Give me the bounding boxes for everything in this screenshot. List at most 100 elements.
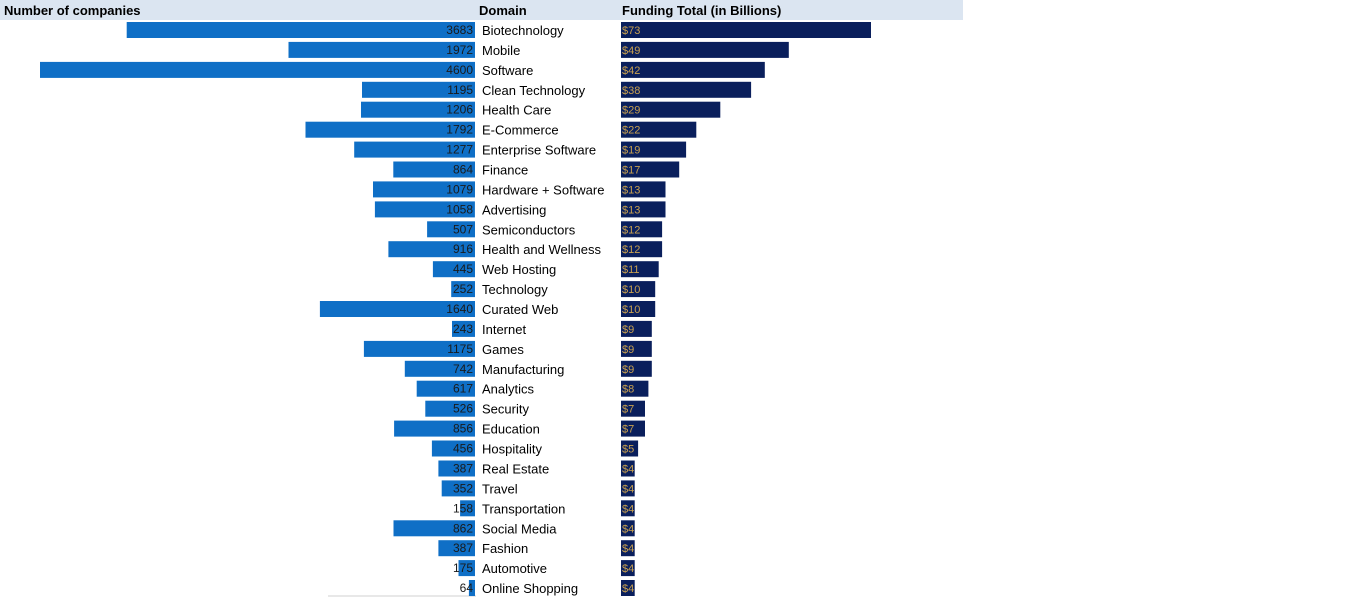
funding-bar <box>621 101 721 118</box>
count-label: 252 <box>453 282 473 296</box>
funding-label: $9 <box>622 324 634 336</box>
funding-label: $73 <box>622 25 640 37</box>
count-bar <box>432 261 475 278</box>
count-label: 1079 <box>446 182 473 196</box>
funding-label: $4 <box>622 543 634 555</box>
count-bar <box>126 22 475 38</box>
funding-bar <box>621 61 765 78</box>
funding-bar <box>621 320 652 337</box>
funding-label: $38 <box>622 85 640 97</box>
funding-bar <box>621 141 687 158</box>
count-axis-title: Number of companies <box>4 3 141 18</box>
domain-label: Hospitality <box>482 442 542 457</box>
chart-row: 252 Technology $10 <box>451 281 656 298</box>
chart-row: 456 Hospitality $5 <box>431 440 639 457</box>
count-bar <box>305 121 475 138</box>
chart-row: 387 Fashion $4 <box>438 540 635 557</box>
funding-label: $8 <box>622 384 634 396</box>
funding-axis-title: Funding Total (in Billions) <box>622 3 781 18</box>
count-label: 507 <box>453 222 473 236</box>
funding-label: $4 <box>622 464 634 476</box>
count-label: 916 <box>453 242 473 256</box>
domain-label: Real Estate <box>482 462 549 477</box>
count-bar <box>431 440 475 457</box>
funding-bar <box>621 22 871 38</box>
chart-row: 507 Semiconductors $12 <box>427 221 663 238</box>
funding-bar <box>621 560 635 577</box>
count-label: 1058 <box>446 202 473 216</box>
domain-label: Biotechnology <box>482 23 564 38</box>
domain-label: Technology <box>482 282 548 297</box>
count-label: 617 <box>453 382 473 396</box>
funding-bar <box>621 261 659 278</box>
count-label: 4600 <box>446 63 473 77</box>
funding-bar <box>621 281 656 298</box>
count-bar <box>451 281 475 298</box>
domain-label: Education <box>482 422 540 437</box>
count-bar <box>373 181 475 198</box>
funding-bar <box>621 161 680 178</box>
chart-row: 1079 Hardware + Software $13 <box>373 181 666 198</box>
funding-label: $22 <box>622 125 640 137</box>
domain-label: Semiconductors <box>482 222 576 237</box>
chart-row: 243 Internet $9 <box>452 320 652 337</box>
funding-bar <box>621 221 663 238</box>
funding-bar <box>621 181 666 198</box>
domain-label: Manufacturing <box>482 362 564 377</box>
funding-bar <box>621 201 666 218</box>
domain-label: Software <box>482 63 533 78</box>
count-label: 856 <box>453 422 473 436</box>
domain-label: Automotive <box>482 561 547 576</box>
count-bar <box>363 340 475 357</box>
chart-row: 617 Analytics $8 <box>416 380 649 397</box>
count-label: 456 <box>453 442 473 456</box>
count-bar <box>288 41 475 58</box>
funding-bar <box>621 340 652 357</box>
header-band <box>0 0 963 20</box>
chart-row: 916 Health and Wellness $12 <box>388 241 663 258</box>
funding-label: $5 <box>622 444 634 456</box>
count-label: 1206 <box>446 103 473 117</box>
funding-label: $10 <box>622 304 640 316</box>
count-bar <box>438 540 475 557</box>
count-bar <box>362 81 475 98</box>
funding-bar <box>621 520 635 537</box>
count-label: 864 <box>453 163 473 177</box>
count-label: 1175 <box>447 342 473 356</box>
count-bar <box>393 161 475 178</box>
funding-bar <box>621 400 645 417</box>
domain-label: Clean Technology <box>482 83 586 98</box>
funding-label: $19 <box>622 145 640 157</box>
count-bar <box>458 560 475 577</box>
count-bar <box>438 460 475 477</box>
domain-label: Web Hosting <box>482 262 556 277</box>
domain-label: Analytics <box>482 382 535 397</box>
count-bar <box>441 480 475 497</box>
chart-row: 526 Security $7 <box>425 400 645 417</box>
count-bar <box>404 360 475 377</box>
count-label: 158 <box>453 501 473 515</box>
funding-bar <box>621 440 639 457</box>
domain-label: Travel <box>482 481 518 496</box>
count-label: 387 <box>453 462 473 476</box>
funding-bar <box>621 460 635 477</box>
count-label: 243 <box>453 322 473 336</box>
count-label: 526 <box>453 402 473 416</box>
domain-label: Games <box>482 342 524 357</box>
count-label: 352 <box>453 481 473 495</box>
chart-row: 1195 Clean Technology $38 <box>362 81 752 98</box>
count-bar <box>40 61 475 78</box>
chart-rows: 3683 Biotechnology $73 1972 Mobile $49 4600 Sof… <box>40 22 871 596</box>
domain-label: E-Commerce <box>482 123 559 138</box>
count-bar <box>354 141 475 158</box>
chart-row: 1277 Enterprise Software $19 <box>354 141 687 158</box>
funding-bar <box>621 241 663 258</box>
domain-label: Health Care <box>482 103 551 118</box>
count-label: 1792 <box>446 123 473 137</box>
count-bar <box>394 420 475 437</box>
funding-bar <box>621 121 697 138</box>
chart-row: 1972 Mobile $49 <box>288 41 789 58</box>
domain-label: Finance <box>482 163 528 178</box>
chart-row: 1058 Advertising $13 <box>374 201 666 218</box>
domain-column-title: Domain <box>479 3 527 18</box>
